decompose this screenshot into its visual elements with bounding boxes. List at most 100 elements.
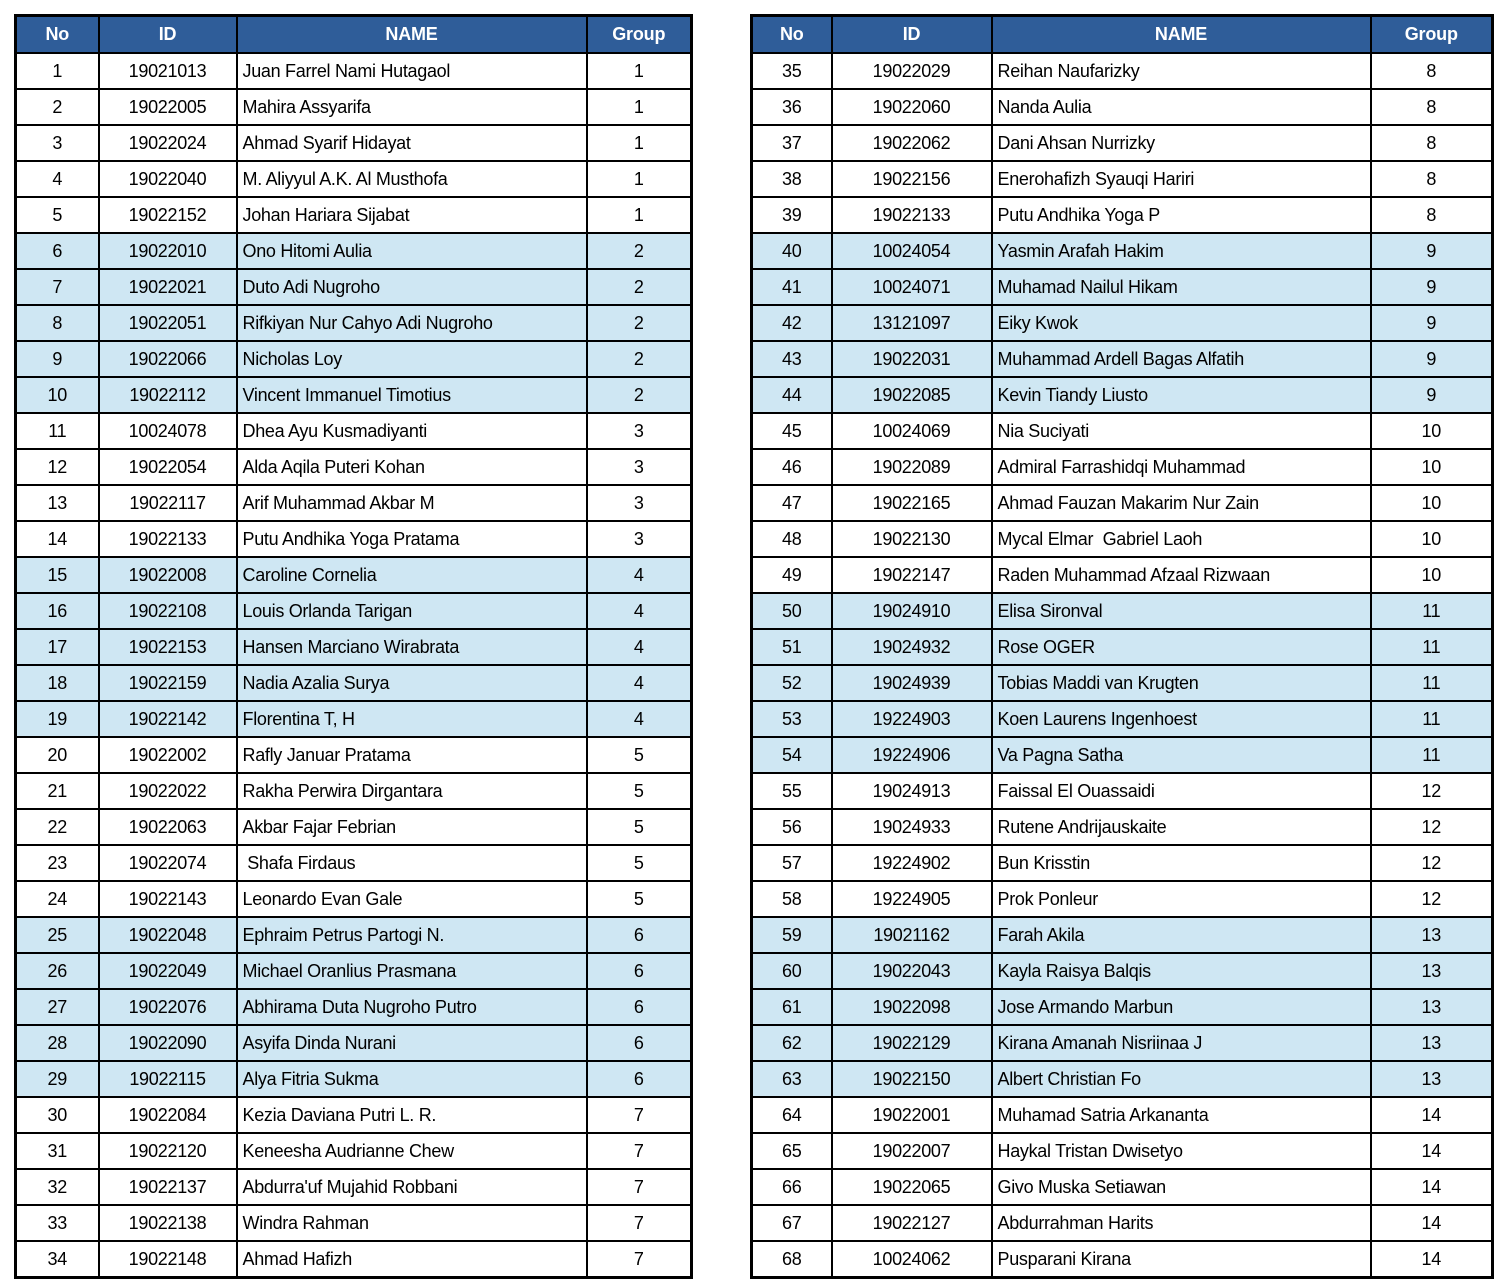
table-row: 51 19024932 Rose OGER 11: [750, 628, 1494, 666]
cell-id: 19022076: [97, 988, 238, 1026]
table-row: 46 19022089 Admiral Farrashidqi Muhammad 10: [750, 448, 1494, 486]
cell-id: 19022062: [830, 124, 993, 162]
cell-id: 19022089: [830, 448, 993, 486]
cell-name: Caroline Cornelia: [235, 556, 588, 594]
cell-id: 19022133: [97, 520, 238, 558]
cell-name: Putu Andhika Yoga Pratama: [235, 520, 588, 558]
column-header-group: Group: [585, 14, 693, 54]
cell-no: 34: [14, 1240, 100, 1279]
table-row: 27 19022076 Abhirama Duta Nugroho Putro 6: [14, 988, 693, 1026]
cell-name: Enerohafizh Syauqi Hariri: [990, 160, 1372, 198]
table-row: 4 19022040 M. Aliyyul A.K. Al Musthofa 1: [14, 160, 693, 198]
cell-group: 5: [585, 844, 693, 882]
cell-id: 19022060: [830, 88, 993, 126]
cell-group: 14: [1369, 1168, 1494, 1206]
table-row: 33 19022138 Windra Rahman 7: [14, 1204, 693, 1242]
table-body-left: 1 19021013 Juan Farrel Nami Hutagaol 1 2 1902…: [14, 52, 693, 1279]
cell-group: 8: [1369, 88, 1494, 126]
cell-no: 58: [750, 880, 833, 918]
table-row: 60 19022043 Kayla Raisya Balqis 13: [750, 952, 1494, 990]
cell-id: 19022065: [830, 1168, 993, 1206]
cell-group: 10: [1369, 520, 1494, 558]
cell-no: 67: [750, 1204, 833, 1242]
cell-group: 2: [585, 268, 693, 306]
table-row: 43 19022031 Muhammad Ardell Bagas Alfatih 9: [750, 340, 1494, 378]
cell-no: 22: [14, 808, 100, 846]
table-row: 63 19022150 Albert Christian Fo 13: [750, 1060, 1494, 1098]
table-row: 23 19022074 Shafa Firdaus 5: [14, 844, 693, 882]
cell-name: Haykal Tristan Dwisetyo: [990, 1132, 1372, 1170]
cell-no: 25: [14, 916, 100, 954]
cell-id: 19022152: [97, 196, 238, 234]
cell-name: Kevin Tiandy Liusto: [990, 376, 1372, 414]
cell-name: Rifkiyan Nur Cahyo Adi Nugroho: [235, 304, 588, 342]
table-row: 57 19224902 Bun Krisstin 12: [750, 844, 1494, 882]
cell-no: 64: [750, 1096, 833, 1134]
cell-no: 68: [750, 1240, 833, 1279]
table-row: 24 19022143 Leonardo Evan Gale 5: [14, 880, 693, 918]
cell-id: 19022048: [97, 916, 238, 954]
cell-no: 63: [750, 1060, 833, 1098]
table-row: 55 19024913 Faissal El Ouassaidi 12: [750, 772, 1494, 810]
cell-id: 19024933: [830, 808, 993, 846]
cell-no: 49: [750, 556, 833, 594]
cell-id: 19022008: [97, 556, 238, 594]
cell-id: 19022148: [97, 1240, 238, 1279]
cell-group: 1: [585, 52, 693, 90]
cell-no: 59: [750, 916, 833, 954]
table-row: 16 19022108 Louis Orlanda Tarigan 4: [14, 592, 693, 630]
cell-name: Elisa Sironval: [990, 592, 1372, 630]
cell-group: 4: [585, 700, 693, 738]
cell-group: 5: [585, 736, 693, 774]
table-row: 31 19022120 Keneesha Audrianne Chew 7: [14, 1132, 693, 1170]
cell-name: Louis Orlanda Tarigan: [235, 592, 588, 630]
cell-group: 7: [585, 1168, 693, 1206]
cell-group: 5: [585, 880, 693, 918]
table-row: 66 19022065 Givo Muska Setiawan 14: [750, 1168, 1494, 1206]
cell-group: 4: [585, 628, 693, 666]
cell-name: Vincent Immanuel Timotius: [235, 376, 588, 414]
table-row: 68 10024062 Pusparani Kirana 14: [750, 1240, 1494, 1279]
cell-group: 7: [585, 1204, 693, 1242]
table-row: 61 19022098 Jose Armando Marbun 13: [750, 988, 1494, 1026]
cell-name: Asyifa Dinda Nurani: [235, 1024, 588, 1062]
cell-no: 53: [750, 700, 833, 738]
cell-name: Alda Aqila Puteri Kohan: [235, 448, 588, 486]
table-row: 6 19022010 Ono Hitomi Aulia 2: [14, 232, 693, 270]
cell-id: 19022007: [830, 1132, 993, 1170]
cell-name: Shafa Firdaus: [235, 844, 588, 882]
cell-group: 10: [1369, 556, 1494, 594]
student-group-table-left: No ID NAME Group 1 19021013 Juan Farrel Nami …: [14, 14, 693, 1279]
cell-name: Duto Adi Nugroho: [235, 268, 588, 306]
cell-no: 14: [14, 520, 100, 558]
cell-id: 19022022: [97, 772, 238, 810]
cell-id: 19022137: [97, 1168, 238, 1206]
cell-group: 9: [1369, 268, 1494, 306]
table-row: 20 19022002 Rafly Januar Pratama 5: [14, 736, 693, 774]
table-body-right: 35 19022029 Reihan Naufarizky 8 36 19022060 Na…: [750, 52, 1494, 1279]
cell-id: 19022156: [830, 160, 993, 198]
table-row: 21 19022022 Rakha Perwira Dirgantara 5: [14, 772, 693, 810]
cell-id: 19022049: [97, 952, 238, 990]
cell-id: 19022142: [97, 700, 238, 738]
cell-id: 19022129: [830, 1024, 993, 1062]
cell-id: 19022117: [97, 484, 238, 522]
cell-group: 6: [585, 952, 693, 990]
cell-name: Raden Muhammad Afzaal Rizwaan: [990, 556, 1372, 594]
table-row: 17 19022153 Hansen Marciano Wirabrata 4: [14, 628, 693, 666]
cell-id: 10024062: [830, 1240, 993, 1279]
table-row: 44 19022085 Kevin Tiandy Liusto 9: [750, 376, 1494, 414]
cell-id: 19022085: [830, 376, 993, 414]
cell-no: 36: [750, 88, 833, 126]
table-row: 50 19024910 Elisa Sironval 11: [750, 592, 1494, 630]
header-row: No ID NAME Group: [750, 14, 1494, 54]
cell-group: 8: [1369, 160, 1494, 198]
cell-group: 11: [1369, 664, 1494, 702]
cell-no: 31: [14, 1132, 100, 1170]
cell-id: 19022127: [830, 1204, 993, 1242]
cell-group: 4: [585, 664, 693, 702]
cell-no: 55: [750, 772, 833, 810]
cell-id: 19021162: [830, 916, 993, 954]
cell-name: Rakha Perwira Dirgantara: [235, 772, 588, 810]
cell-group: 2: [585, 376, 693, 414]
